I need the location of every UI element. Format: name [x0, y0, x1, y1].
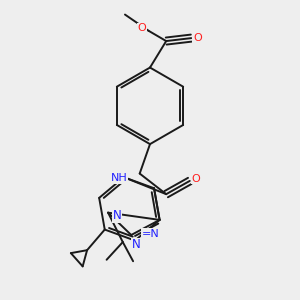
Text: O: O: [138, 23, 146, 33]
Text: N: N: [132, 238, 141, 251]
Text: O: O: [193, 33, 202, 43]
Text: N: N: [112, 209, 121, 222]
Text: NH: NH: [111, 173, 127, 183]
Text: O: O: [192, 174, 201, 184]
Text: =N: =N: [142, 229, 159, 238]
